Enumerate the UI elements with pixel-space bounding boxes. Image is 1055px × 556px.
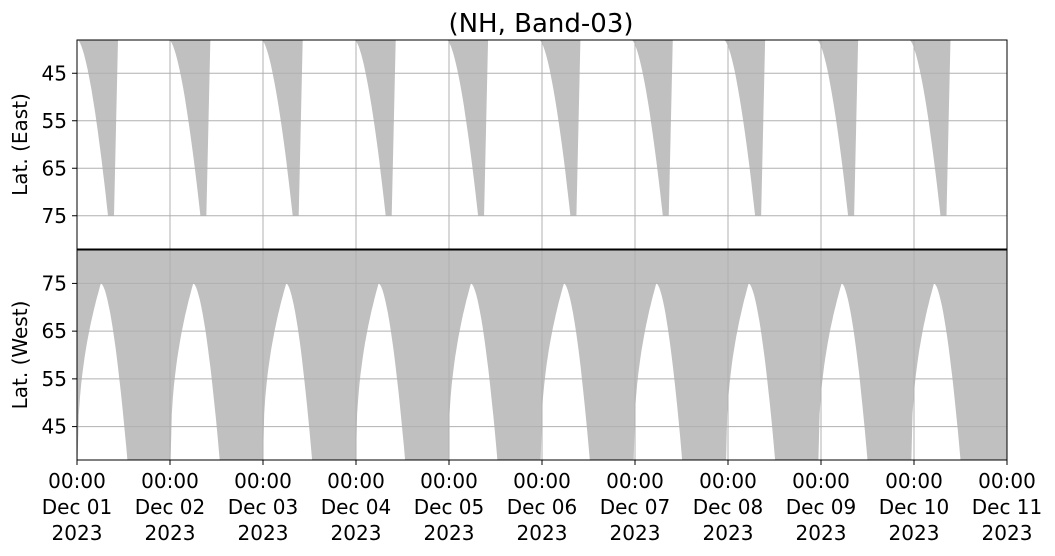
east-coverage-10 [909,40,951,216]
xtick-label-line: Dec 06 [507,495,578,519]
east-coverage-3 [261,40,303,216]
xtick-label-line: Dec 11 [972,495,1043,519]
xtick-label-line: Dec 03 [228,495,299,519]
xtick-label-line: 2023 [238,521,289,545]
xtick-label-line: 2023 [52,521,103,545]
xtick-label-line: Dec 01 [42,495,113,519]
xtick-label-line: 2023 [982,521,1033,545]
west-gap-10 [911,283,961,460]
east-coverage-2 [169,40,211,216]
east-ytick-label: 55 [42,109,67,133]
xtick-label-line: 2023 [331,521,382,545]
xtick-label: 00:00 Dec 07 2023 [600,469,671,545]
xtick-label: 00:00 Dec 09 2023 [786,469,857,545]
xtick-label: 00:00 Dec 03 2023 [228,469,299,545]
xtick-label: 00:00 Dec 02 2023 [135,469,206,545]
xtick-label-line: 00:00 [513,469,571,493]
east-coverage-1 [77,40,118,216]
west-ylabel: Lat. (West) [8,301,32,410]
xtick-label-line: 2023 [610,521,661,545]
west-panel: 45 55 65 75 Lat. (West) [8,249,1008,461]
east-coverage-6 [539,40,581,216]
east-coverage-4 [354,40,396,216]
xtick-label-line: 00:00 [606,469,664,493]
west-ytick-label: 45 [42,415,67,439]
xtick-label-line: 00:00 [885,469,943,493]
east-ylabel: Lat. (East) [8,93,32,196]
xtick-label-line: 00:00 [327,469,385,493]
east-panel: 45 55 65 75 Lat. (East) [8,39,1008,250]
west-ytick-label: 75 [42,271,67,295]
west-gap-1 [77,283,128,460]
xtick-label-line: 00:00 [234,469,292,493]
west-gap-7 [633,283,683,460]
chart-title: (NH, Band-03) [448,9,633,39]
west-ytick-label: 55 [42,367,67,391]
west-gap-4 [356,283,406,460]
xtick-label-line: Dec 04 [321,495,392,519]
xtick-label: 00:00 Dec 01 2023 [42,469,113,545]
xtick-label-line: Dec 05 [414,495,485,519]
xtick-label-line: Dec 09 [786,495,857,519]
west-ytick-label: 65 [42,319,67,343]
west-gap-9 [818,283,868,460]
west-gap-5 [448,283,498,460]
east-coverage-9 [817,40,859,216]
east-coverage-7 [631,40,673,216]
xtick-label: 00:00 Dec 10 2023 [879,469,950,545]
xtick-label-line: Dec 10 [879,495,950,519]
west-gap-3 [263,283,313,460]
east-coverage-8 [724,40,766,216]
xtick-label-line: 2023 [517,521,568,545]
east-ytick-label: 75 [42,204,67,228]
xtick-label-line: 2023 [424,521,475,545]
xtick-label-line: 00:00 [48,469,106,493]
west-gap-6 [540,283,590,460]
west-gap-2 [170,283,220,460]
xtick-label-line: Dec 02 [135,495,206,519]
east-ytick-label: 65 [42,156,67,180]
xtick-label-line: 00:00 [978,469,1036,493]
xtick-label-line: Dec 07 [600,495,671,519]
xtick-label-line: Dec 08 [693,495,764,519]
xtick-label-line: 2023 [796,521,847,545]
xtick-label-line: 00:00 [141,469,199,493]
xtick-label-line: 2023 [889,521,940,545]
xtick-label: 00:00 Dec 06 2023 [507,469,578,545]
xtick-label: 00:00 Dec 11 2023 [972,469,1043,545]
east-coverage-5 [447,40,489,216]
xtick-label-line: 2023 [703,521,754,545]
west-gap-8 [726,283,776,460]
xtick-label: 00:00 Dec 04 2023 [321,469,392,545]
xtick-label: 00:00 Dec 05 2023 [414,469,485,545]
xtick-label-line: 00:00 [420,469,478,493]
xtick-label-line: 2023 [145,521,196,545]
xtick-label-line: 00:00 [792,469,850,493]
east-axes-frame [76,39,1008,250]
xtick-label: 00:00 Dec 08 2023 [693,469,764,545]
xtick-label-line: 00:00 [699,469,757,493]
east-ytick-label: 45 [42,61,67,85]
